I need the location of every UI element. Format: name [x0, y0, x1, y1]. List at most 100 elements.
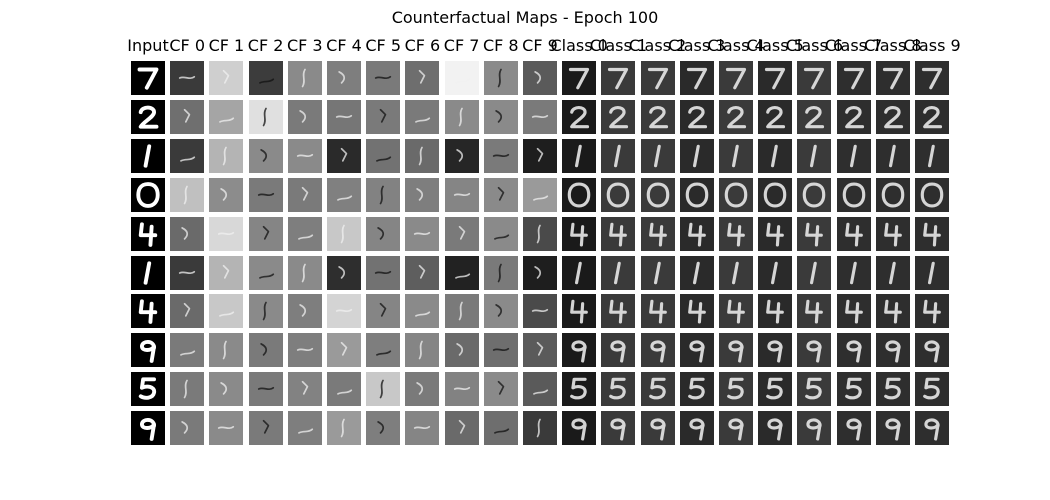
column-label: CF 6	[404, 36, 441, 55]
class-overlay-image	[797, 61, 832, 95]
counterfactual-map-image	[327, 138, 361, 173]
class-overlay-image	[875, 216, 910, 251]
class-overlay-image	[797, 255, 832, 290]
counterfactual-map-image	[444, 372, 479, 407]
class-overlay-image	[719, 294, 753, 329]
counterfactual-map-image	[287, 255, 322, 290]
counterfactual-map-image	[483, 138, 518, 173]
class-overlay-image	[915, 216, 949, 251]
input-digit-image	[131, 411, 165, 446]
class-overlay-image	[562, 177, 597, 212]
class-overlay-image	[915, 177, 949, 212]
class-overlay-image	[875, 255, 910, 290]
class-overlay-image	[640, 333, 675, 368]
class-overlay-image	[915, 294, 949, 329]
column-label: Class 4	[707, 36, 765, 55]
counterfactual-map-image	[287, 333, 322, 368]
column-label: Class 2	[628, 36, 687, 55]
class-overlay-image	[640, 372, 675, 407]
counterfactual-map-image	[170, 333, 205, 368]
counterfactual-map-image	[405, 216, 440, 251]
counterfactual-map-image	[366, 61, 401, 95]
column-label: Class 8	[864, 36, 922, 55]
class-overlay-image	[719, 99, 753, 134]
counterfactual-map-image	[523, 294, 557, 329]
counterfactual-map-image	[209, 333, 244, 368]
counterfactual-map-image	[287, 372, 322, 407]
counterfactual-map-image	[444, 216, 479, 251]
class-overlay-image	[601, 61, 636, 95]
column-label: CF 9	[522, 36, 558, 55]
column-label: Input	[127, 36, 169, 55]
input-digit-image	[131, 177, 165, 212]
class-overlay-image	[797, 333, 832, 368]
input-digit-image	[131, 333, 165, 368]
class-overlay-image	[562, 411, 597, 446]
counterfactual-map-image	[209, 372, 244, 407]
column-label: Class 0	[550, 36, 608, 55]
counterfactual-map-image	[405, 294, 440, 329]
class-overlay-image	[915, 372, 949, 407]
counterfactual-map-image	[327, 333, 361, 368]
class-overlay-image	[758, 294, 793, 329]
class-overlay-image	[679, 372, 714, 407]
input-digit-image	[131, 61, 165, 95]
counterfactual-map-image	[287, 99, 322, 134]
counterfactual-map-image	[327, 61, 361, 95]
class-overlay-image	[719, 372, 753, 407]
class-overlay-image	[640, 216, 675, 251]
counterfactual-map-image	[444, 138, 479, 173]
class-overlay-image	[601, 216, 636, 251]
counterfactual-map-image	[523, 333, 557, 368]
counterfactual-map-image	[248, 333, 283, 368]
class-overlay-image	[719, 138, 753, 173]
class-overlay-image	[836, 216, 871, 251]
counterfactual-map-image	[248, 411, 283, 446]
class-overlay-image	[836, 333, 871, 368]
counterfactual-map-image	[170, 138, 205, 173]
counterfactual-map-image	[287, 177, 322, 212]
counterfactual-map-image	[209, 216, 244, 251]
counterfactual-map-image	[287, 216, 322, 251]
class-overlay-image	[679, 99, 714, 134]
class-overlay-image	[836, 99, 871, 134]
counterfactual-map-image	[444, 61, 479, 95]
counterfactual-map-image	[287, 294, 322, 329]
class-overlay-image	[758, 411, 793, 446]
class-overlay-image	[719, 255, 753, 290]
counterfactual-map-image	[405, 177, 440, 212]
counterfactual-map-image	[287, 61, 322, 95]
counterfactual-map-image	[248, 255, 283, 290]
class-overlay-image	[797, 411, 832, 446]
input-digit-image	[131, 99, 165, 134]
counterfactual-map-image	[209, 411, 244, 446]
class-overlay-image	[640, 177, 675, 212]
class-overlay-image	[562, 294, 597, 329]
counterfactual-map-image	[405, 333, 440, 368]
column-label: CF 4	[326, 36, 362, 55]
class-overlay-image	[640, 411, 675, 446]
counterfactual-map-image	[444, 177, 479, 212]
class-overlay-image	[562, 61, 597, 95]
column-label: Class 1	[589, 36, 648, 55]
counterfactual-map-image	[483, 216, 518, 251]
class-overlay-image	[640, 255, 675, 290]
class-overlay-image	[562, 138, 597, 173]
column-label: CF 7	[443, 36, 480, 55]
class-overlay-image	[679, 216, 714, 251]
class-overlay-image	[601, 177, 636, 212]
column-label: Class 6	[785, 36, 844, 55]
counterfactual-map-image	[248, 216, 283, 251]
class-overlay-image	[758, 61, 793, 95]
class-overlay-image	[679, 333, 714, 368]
counterfactual-map-image	[405, 99, 440, 134]
class-overlay-image	[797, 216, 832, 251]
class-overlay-image	[836, 294, 871, 329]
counterfactual-map-image	[366, 216, 401, 251]
counterfactual-map-image	[405, 255, 440, 290]
counterfactual-map-image	[209, 177, 244, 212]
counterfactual-map-image	[170, 216, 205, 251]
counterfactual-map-image	[327, 216, 361, 251]
class-overlay-image	[875, 333, 910, 368]
counterfactual-map-image	[248, 372, 283, 407]
